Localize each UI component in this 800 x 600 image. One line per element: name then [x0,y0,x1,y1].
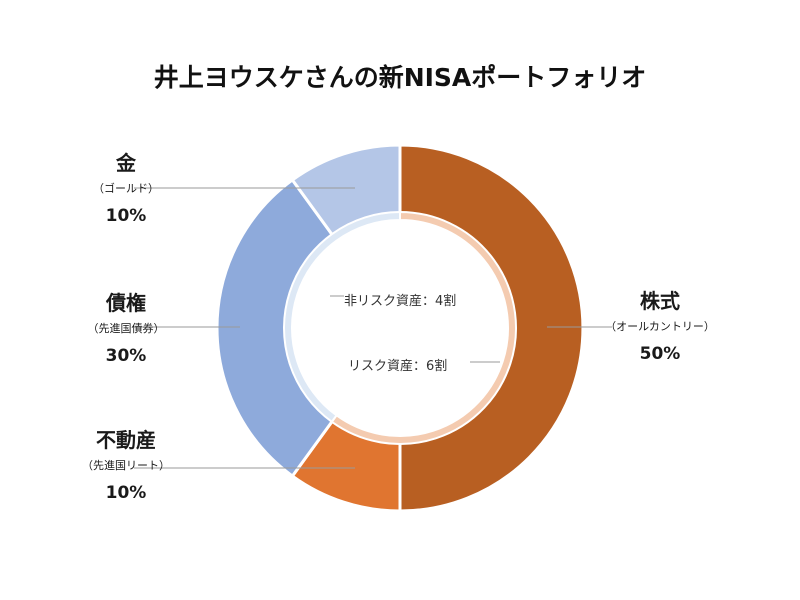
label-bonds-name: 債権 [106,291,146,315]
label-gold-percent: 10% [105,206,147,226]
legend-bonds: 債権 （先進国債券） 30% [66,290,186,368]
label-risk-assets: リスク資産：6割 [348,359,448,374]
label-reit-percent: 10% [105,483,147,503]
label-bonds-sub: （先進国債券） [87,322,165,335]
label-non-risk-assets: 非リスク資産：4割 [344,294,457,309]
outer-ring-slice-0 [398,143,585,513]
outer-ring-slice-2 [215,177,340,479]
label-stocks-sub: （オールカントリー） [605,320,715,333]
chart-title: 井上ヨウスケさんの新NISAポートフォリオ [153,63,647,92]
legend-stocks: 株式 （オールカントリー） 50% [600,288,720,366]
label-bonds-percent: 30% [105,346,147,366]
label-gold-name: 金 [116,151,136,175]
label-gold-sub: （ゴールド） [93,182,159,195]
label-reit-sub: （先進国リート） [82,459,170,472]
legend-reit: 不動産 （先進国リート） 10% [66,427,186,505]
inner-ring-slice-1 [283,210,401,424]
label-stocks-percent: 50% [639,344,681,364]
label-reit-name: 不動産 [96,428,156,452]
legend-gold: 金 （ゴールド） 10% [66,150,186,228]
label-stocks-name: 株式 [640,289,680,313]
